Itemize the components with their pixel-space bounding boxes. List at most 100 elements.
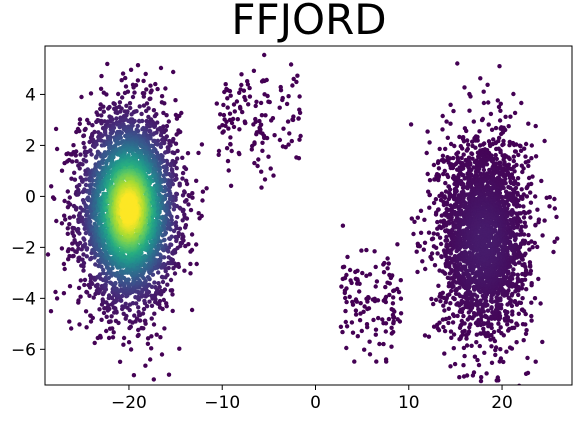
scatter-point [411,231,416,237]
scatter-point [132,313,137,318]
scatter-point [493,125,499,131]
scatter-point [185,151,191,156]
scatter-point [226,126,231,131]
scatter-point [113,280,118,286]
scatter-point [396,289,402,295]
scatter-point [180,170,186,176]
scatter-point [89,410,93,414]
scatter-point [512,110,518,116]
scatter-point [500,142,505,148]
scatter-point [467,108,472,113]
scatter-point [137,119,142,124]
scatter-point [104,314,109,319]
scatter-point [491,137,496,142]
scatter-point [516,260,522,265]
scatter-point [140,287,145,293]
scatter-point [238,87,243,92]
scatter-point [287,131,292,136]
scatter-point [173,223,179,228]
scatter-point [434,245,439,250]
scatter-point [488,143,493,149]
scatter-point [397,319,403,324]
scatter-point [262,52,267,58]
scatter-point [147,299,152,304]
scatter-point [286,142,291,147]
scatter-point [162,184,168,190]
scatter-point [493,152,498,158]
scatter-point [359,328,364,334]
scatter-point [474,332,479,337]
scatter-point [180,232,185,237]
scatter-point [442,168,447,174]
scatter-point [111,330,116,335]
scatter-point [216,148,222,154]
scatter-point [97,307,102,312]
scatter-point [128,105,133,111]
scatter-point [123,84,129,89]
scatter-point [469,343,474,348]
scatter-point [507,345,513,350]
scatter-point [190,191,195,196]
scatter-point [70,159,75,164]
scatter-point [104,259,109,264]
scatter-point [338,324,344,329]
scatter-point [159,274,165,280]
scatter-point [512,299,518,304]
scatter-point [83,242,88,247]
scatter-point [523,141,529,147]
scatter-point [81,140,86,146]
scatter-point [373,332,378,337]
scatter-point [475,357,480,363]
scatter-point [422,217,427,222]
scatter-point [72,170,77,175]
scatter-point [438,241,444,247]
scatter-point [251,122,256,127]
scatter-point [175,156,180,161]
scatter-point [374,279,380,284]
scatter-point [168,288,173,293]
scatter-point [383,294,389,300]
scatter-point [516,311,521,316]
scatter-point [530,174,535,179]
scatter-point [144,101,150,106]
scatter-point [503,114,508,120]
scatter-point [138,143,144,148]
scatter-point [468,322,473,327]
scatter-point [502,316,507,321]
scatter-point [103,275,108,281]
scatter-point [489,127,495,132]
scatter-point [109,314,114,319]
scatter-point [488,111,494,117]
scatter-point [144,118,149,124]
scatter-point [76,226,81,232]
scatter-point [263,113,268,118]
scatter-point [127,101,133,106]
scatter-point [183,225,188,230]
scatter-point [478,298,483,303]
scatter-point [82,277,88,283]
scatter-point [73,153,79,158]
scatter-point [77,117,83,122]
scatter-point [519,224,524,229]
scatter-point [137,104,142,109]
scatter-point [489,305,494,310]
scatter-point [364,273,369,278]
scatter-point [429,256,434,262]
scatter-point [422,240,428,245]
scatter-point [67,284,73,289]
scatter-point [91,295,96,300]
scatter-point [516,292,521,298]
scatter-point [158,335,163,340]
scatter-point [344,286,349,291]
scatter-point [131,85,136,90]
scatter-point [65,189,71,194]
scatter-point [493,299,498,304]
scatter-point [383,357,389,362]
scatter-point [440,127,445,132]
scatter-point [221,112,227,118]
scatter-point [528,200,534,205]
scatter-point [81,260,87,266]
scatter-point [87,285,93,290]
scatter-point [67,195,73,200]
scatter-point [196,150,201,156]
